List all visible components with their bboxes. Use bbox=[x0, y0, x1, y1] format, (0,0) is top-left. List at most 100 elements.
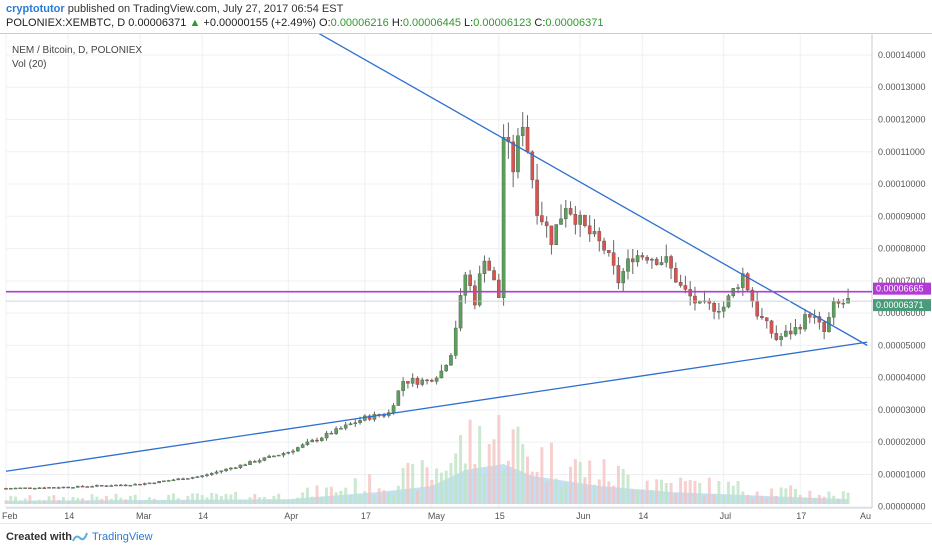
volume-bar bbox=[387, 492, 391, 504]
author-link[interactable]: cryptotutor bbox=[6, 3, 65, 15]
volume-bar bbox=[363, 491, 367, 504]
volume-bar bbox=[827, 491, 831, 504]
candle-body bbox=[712, 303, 716, 312]
candle-body bbox=[200, 475, 204, 477]
x-tick-label: 14 bbox=[64, 511, 74, 521]
x-tick-label: Au bbox=[860, 511, 871, 521]
volume-bar bbox=[736, 481, 740, 504]
candle-body bbox=[583, 214, 587, 227]
volume-bar bbox=[774, 495, 778, 504]
volume-bar bbox=[348, 494, 352, 504]
candle-body bbox=[406, 381, 410, 384]
high-value: 0.00006445 bbox=[402, 17, 461, 29]
volume-bar bbox=[47, 496, 51, 504]
volume-bar bbox=[396, 485, 400, 504]
volume-bar bbox=[655, 479, 659, 504]
volume-bar bbox=[415, 490, 419, 504]
volume-bar bbox=[626, 474, 630, 504]
volume-bar bbox=[760, 496, 764, 504]
volume-bar bbox=[693, 480, 697, 504]
candle-body bbox=[793, 327, 798, 335]
candle-body bbox=[18, 487, 23, 490]
candle-body bbox=[497, 279, 501, 298]
candle-body bbox=[678, 281, 683, 286]
candle-body bbox=[693, 295, 697, 304]
volume-bar bbox=[57, 499, 61, 504]
candle-body bbox=[674, 268, 678, 283]
candle-body bbox=[71, 487, 75, 489]
candle-body bbox=[516, 135, 520, 173]
y-tick-label: 0.00009000 bbox=[878, 211, 926, 221]
candle-body bbox=[683, 285, 688, 290]
volume-bar bbox=[301, 492, 305, 504]
candle-body bbox=[755, 301, 759, 317]
candle-body bbox=[195, 476, 200, 478]
volume-bar bbox=[171, 493, 175, 504]
volume-bar bbox=[468, 419, 472, 504]
volume-bar bbox=[722, 495, 726, 504]
volume-bar bbox=[224, 493, 228, 504]
candle-body bbox=[602, 240, 606, 251]
candle-body bbox=[444, 364, 448, 372]
volume-bar bbox=[516, 426, 520, 504]
candle-body bbox=[401, 381, 405, 391]
x-tick-label: May bbox=[428, 511, 446, 521]
candle-body bbox=[492, 270, 496, 281]
chart-area[interactable]: 0.00014000 0.00013000 0.00012000 0.00011000… bbox=[0, 33, 932, 524]
y-tick-label: 0.00010000 bbox=[878, 179, 926, 189]
candle-body bbox=[300, 444, 305, 448]
volume-bar bbox=[592, 484, 596, 504]
volume-bar bbox=[411, 464, 415, 504]
candle-body bbox=[721, 306, 726, 312]
y-tick-label: 0.00001000 bbox=[878, 469, 926, 479]
candle-body bbox=[831, 301, 836, 318]
volume-bar bbox=[793, 488, 797, 504]
volume-bar bbox=[597, 479, 601, 504]
candle-body bbox=[616, 265, 621, 284]
candle-body bbox=[798, 327, 803, 330]
tradingview-logo-icon bbox=[72, 532, 88, 542]
candle-body bbox=[836, 301, 841, 304]
candle-body bbox=[257, 460, 262, 463]
candle-body bbox=[66, 486, 70, 489]
candle-body bbox=[171, 479, 176, 482]
y-tick-label: 0.00000000 bbox=[878, 502, 926, 512]
volume-bar bbox=[765, 497, 769, 504]
trendline bbox=[318, 34, 868, 346]
candle-body bbox=[119, 484, 123, 487]
price-chart[interactable]: 0.00014000 0.00013000 0.00012000 0.00011000… bbox=[0, 34, 932, 524]
candle-body bbox=[568, 208, 573, 215]
candle-body bbox=[310, 439, 315, 443]
candle-body bbox=[587, 225, 592, 235]
volume-bar bbox=[234, 491, 238, 504]
y-tick-label: 0.00013000 bbox=[878, 82, 926, 92]
tradingview-brand[interactable]: TradingView bbox=[92, 531, 153, 543]
candle-body bbox=[784, 330, 788, 337]
candle-body bbox=[99, 485, 104, 487]
volume-bar bbox=[511, 429, 515, 504]
candle-body bbox=[181, 478, 185, 480]
volume-bar bbox=[569, 466, 573, 504]
volume-bar bbox=[688, 480, 692, 504]
candle-body bbox=[434, 377, 439, 382]
volume-bar bbox=[181, 500, 185, 504]
volume-bar bbox=[707, 477, 711, 504]
last-price: 0.00006371 bbox=[128, 17, 187, 29]
volume-bar bbox=[205, 497, 209, 504]
candle-body bbox=[142, 483, 147, 485]
volume-bar bbox=[9, 496, 13, 504]
x-tick-label: Feb bbox=[2, 511, 18, 521]
volume-bar bbox=[104, 495, 108, 504]
volume-bar bbox=[368, 474, 372, 504]
volume-bar bbox=[272, 495, 276, 504]
volume-bar bbox=[717, 481, 721, 504]
candle-body bbox=[635, 255, 640, 263]
volume-bar bbox=[210, 492, 214, 504]
candle-body bbox=[162, 480, 166, 483]
y-tick-label: 0.00011000 bbox=[878, 147, 925, 157]
volume-bar bbox=[296, 497, 300, 504]
candle-body bbox=[286, 451, 291, 454]
candle-body bbox=[205, 474, 209, 476]
candle-body bbox=[305, 441, 310, 445]
volume-bar bbox=[822, 496, 826, 504]
